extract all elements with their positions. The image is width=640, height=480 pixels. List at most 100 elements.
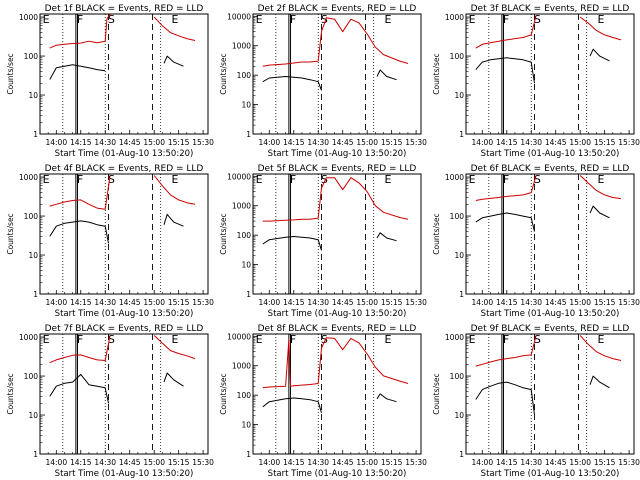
y-axis-label: Counts/sec — [6, 373, 15, 414]
x-tick-label: 15:30 — [405, 458, 427, 467]
lld-series-line — [153, 175, 196, 205]
x-tick-label: 15:30 — [618, 138, 640, 147]
x-tick-label: 14:45 — [332, 298, 354, 307]
flare-marker-label: E — [384, 13, 391, 26]
y-tick-label: 1000 — [232, 362, 251, 371]
events-series-line — [376, 69, 397, 81]
x-tick-label: 14:30 — [94, 138, 116, 147]
y-tick-label: 10 — [28, 91, 38, 100]
x-tick-label: 14:15 — [70, 138, 92, 147]
flare-marker-label: F — [503, 13, 509, 26]
flare-marker-label: E — [469, 333, 476, 346]
events-series-line — [262, 76, 322, 91]
y-tick-label: 1000 — [445, 173, 464, 182]
x-tick-label: 15:00 — [143, 458, 165, 467]
flare-marker-label: F — [503, 333, 509, 346]
lld-series-line — [579, 16, 622, 41]
events-series-line — [589, 375, 610, 389]
lld-series-line — [475, 15, 537, 49]
x-tick-label: 14:45 — [332, 458, 354, 467]
x-tick-label: 15:15 — [168, 138, 190, 147]
chart-title: Det 1f BLACK = Events, RED = LLD — [45, 4, 204, 14]
x-tick-label: 14:45 — [545, 138, 567, 147]
events-series-line — [163, 372, 184, 387]
events-series-line — [80, 65, 106, 72]
flare-marker-label: E — [384, 333, 391, 346]
x-tick-label: 15:15 — [594, 458, 616, 467]
x-tick-label: 15:15 — [381, 458, 403, 467]
y-tick-label: 100 — [450, 52, 465, 61]
events-series-line — [376, 232, 397, 242]
flare-marker-label: F — [290, 333, 296, 346]
flare-marker-label: S — [108, 13, 115, 26]
x-tick-label: 14:30 — [307, 298, 329, 307]
x-tick-label: 14:00 — [258, 458, 280, 467]
x-tick-label: 14:45 — [545, 298, 567, 307]
y-tick-label: 1000 — [19, 173, 38, 182]
y-tick-label: 1000 — [19, 333, 38, 342]
events-series-line — [475, 212, 535, 232]
x-tick-label: 15:15 — [168, 298, 190, 307]
x-tick-label: 14:45 — [332, 138, 354, 147]
x-tick-label: 14:00 — [258, 138, 280, 147]
x-tick-label: 14:45 — [119, 138, 141, 147]
x-tick-label: 14:00 — [45, 458, 67, 467]
flare-marker-label: S — [321, 173, 328, 186]
y-tick-label: 10 — [454, 91, 464, 100]
events-series-line — [475, 381, 535, 416]
y-tick-label: 100 — [237, 391, 252, 400]
x-axis-label: Start Time (01-Aug-10 13:50:20) — [55, 309, 194, 319]
plot-frame — [465, 333, 635, 455]
lld-series-line — [153, 16, 196, 41]
y-tick-label: 1 — [246, 290, 251, 299]
y-tick-label: 1 — [246, 130, 251, 139]
y-tick-label: 1 — [246, 450, 251, 459]
x-tick-label: 15:30 — [405, 298, 427, 307]
x-tick-label: 15:00 — [569, 138, 591, 147]
flare-marker-label: S — [534, 173, 541, 186]
plot-frame — [39, 173, 209, 295]
flare-marker-label: F — [77, 13, 83, 26]
y-tick-label: 100 — [450, 372, 465, 381]
y-tick-label: 10000 — [227, 172, 251, 181]
lld-series-line — [475, 335, 537, 367]
x-tick-label: 14:15 — [283, 138, 305, 147]
flare-marker-label: S — [321, 13, 328, 26]
flare-marker-label: S — [108, 173, 115, 186]
y-axis-label: Counts/sec — [6, 53, 15, 94]
flare-marker-label: E — [171, 333, 178, 346]
flare-marker-label: E — [43, 173, 50, 186]
chart-title: Det 7f BLACK = Events, RED = LLD — [45, 324, 204, 334]
flare-marker-label: E — [171, 13, 178, 26]
flare-marker-label: E — [384, 173, 391, 186]
x-tick-label: 14:30 — [307, 138, 329, 147]
plot-frame — [39, 333, 209, 455]
plot-frame — [39, 13, 209, 135]
lld-series-line — [579, 175, 622, 200]
events-series-line — [262, 397, 322, 414]
y-tick-label: 100 — [450, 212, 465, 221]
x-axis-label: Start Time (01-Aug-10 13:50:20) — [268, 309, 407, 319]
x-axis-label: Start Time (01-Aug-10 13:50:20) — [481, 309, 620, 319]
x-tick-label: 14:15 — [496, 458, 518, 467]
x-tick-label: 15:15 — [594, 298, 616, 307]
x-axis-label: Start Time (01-Aug-10 13:50:20) — [268, 149, 407, 159]
lld-series-line — [579, 335, 622, 361]
y-tick-label: 10000 — [227, 332, 251, 341]
flare-marker-label: F — [77, 173, 83, 186]
flare-marker-label: E — [597, 13, 604, 26]
x-tick-label: 15:00 — [569, 298, 591, 307]
lld-series-line — [153, 335, 196, 360]
y-tick-label: 100 — [24, 372, 39, 381]
events-series-line — [163, 55, 184, 67]
lld-series-line — [262, 177, 409, 222]
y-tick-label: 10 — [241, 421, 251, 430]
x-tick-label: 14:00 — [471, 458, 493, 467]
y-axis-label: Counts/sec — [432, 53, 441, 94]
events-series-line — [475, 57, 535, 84]
